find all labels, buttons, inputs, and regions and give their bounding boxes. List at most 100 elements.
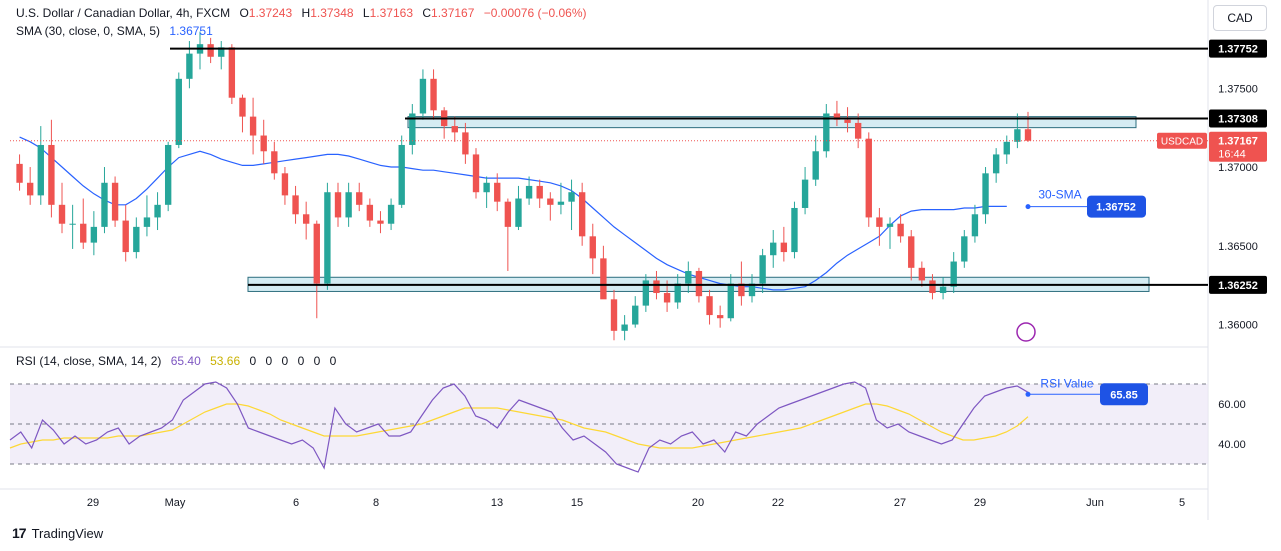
candle-body[interactable] <box>58 204 66 224</box>
candle-body[interactable] <box>281 173 289 196</box>
candle-body[interactable] <box>801 179 809 208</box>
symbol-title[interactable]: U.S. Dollar / Canadian Dollar, 4h, FXCM <box>16 6 231 20</box>
candle-body[interactable] <box>26 182 34 196</box>
candle-body[interactable] <box>770 242 777 256</box>
candle-body[interactable] <box>313 223 320 284</box>
candle-body[interactable] <box>589 236 596 259</box>
candle-body[interactable] <box>504 201 512 227</box>
candle-body[interactable] <box>1003 141 1010 155</box>
candle-body[interactable] <box>387 204 395 224</box>
candle-body[interactable] <box>37 144 44 196</box>
candle-body[interactable] <box>525 185 533 199</box>
candle-body[interactable] <box>992 154 1000 174</box>
candle-body[interactable] <box>207 44 214 57</box>
candle-body[interactable] <box>950 261 957 287</box>
candle-body[interactable] <box>961 236 968 262</box>
candle-body[interactable] <box>1014 129 1021 142</box>
sma-30-line[interactable] <box>19 136 1007 291</box>
sma-legend[interactable]: SMA (30, close, 0, SMA, 5) 1.36751 <box>16 24 219 38</box>
candle-body[interactable] <box>897 223 904 237</box>
candle-body[interactable] <box>1024 129 1032 141</box>
support-resistance-zone[interactable] <box>407 116 1137 129</box>
candle-body[interactable] <box>271 151 278 174</box>
candle-body[interactable] <box>610 299 618 331</box>
candle-body[interactable] <box>653 280 660 294</box>
candle-body[interactable] <box>80 223 87 243</box>
candle-body[interactable] <box>547 198 554 205</box>
candle-body[interactable] <box>600 258 607 300</box>
candle-body[interactable] <box>302 214 310 224</box>
candle-body[interactable] <box>260 135 267 152</box>
rsi-value-badge[interactable] <box>1100 383 1148 406</box>
candle-body[interactable] <box>695 270 703 297</box>
candle-body[interactable] <box>143 217 151 227</box>
candle-body[interactable] <box>133 226 140 253</box>
candle-body[interactable] <box>536 185 543 199</box>
candle-body[interactable] <box>398 144 405 205</box>
candle-body[interactable] <box>430 78 437 111</box>
candle-body[interactable] <box>823 113 830 152</box>
candle-body[interactable] <box>228 47 236 98</box>
alert-icon[interactable] <box>1016 322 1036 342</box>
candle-body[interactable] <box>706 296 713 316</box>
candle-body[interactable] <box>249 116 257 136</box>
candle-body[interactable] <box>334 192 342 218</box>
candle-body[interactable] <box>748 283 756 297</box>
candle-body[interactable] <box>929 280 936 294</box>
candle-body[interactable] <box>738 283 745 297</box>
candle-body[interactable] <box>472 154 480 193</box>
candle-body[interactable] <box>557 201 565 205</box>
candle-body[interactable] <box>759 255 766 284</box>
candle-body[interactable] <box>419 78 427 114</box>
candle-body[interactable] <box>568 192 575 202</box>
candle-body[interactable] <box>844 119 851 123</box>
candle-body[interactable] <box>324 192 331 284</box>
candle-body[interactable] <box>663 293 671 303</box>
candle-body[interactable] <box>854 122 862 139</box>
rsi-ma-line[interactable] <box>9 403 1029 449</box>
candle-body[interactable] <box>939 286 947 294</box>
candle-body[interactable] <box>90 226 98 243</box>
candle-body[interactable] <box>292 195 299 215</box>
currency-button[interactable]: CAD <box>1213 5 1267 31</box>
rsi-legend[interactable]: RSI (14, close, SMA, 14, 2) 65.40 53.66 … <box>16 354 342 368</box>
candle-body[interactable] <box>621 324 628 331</box>
candle-body[interactable] <box>69 223 76 225</box>
candle-body[interactable] <box>164 144 172 205</box>
candle-body[interactable] <box>101 182 108 227</box>
candle-body[interactable] <box>908 236 915 268</box>
candle-body[interactable] <box>483 182 490 193</box>
rsi-line[interactable] <box>9 381 1029 473</box>
candle-body[interactable] <box>865 138 872 218</box>
candle-body[interactable] <box>345 192 352 218</box>
candle-body[interactable] <box>515 198 522 227</box>
sma-value-badge[interactable] <box>1087 195 1146 218</box>
candle-body[interactable] <box>833 113 841 120</box>
candle-body[interactable] <box>632 305 639 325</box>
candle-body[interactable] <box>685 270 692 284</box>
candle-body[interactable] <box>409 113 416 145</box>
candle-body[interactable] <box>791 207 798 253</box>
candle-body[interactable] <box>122 220 129 253</box>
candle-body[interactable] <box>727 283 734 319</box>
candle-body[interactable] <box>451 126 458 133</box>
candle-body[interactable] <box>982 173 989 215</box>
candle-body[interactable] <box>366 204 374 221</box>
candle-body[interactable] <box>971 214 979 237</box>
candle-body[interactable] <box>716 315 724 319</box>
candle-body[interactable] <box>642 280 650 306</box>
candle-body[interactable] <box>918 267 926 281</box>
candle-body[interactable] <box>16 163 23 183</box>
candle-body[interactable] <box>812 151 819 180</box>
candle-body[interactable] <box>111 182 119 221</box>
candle-body[interactable] <box>186 53 193 79</box>
candle-body[interactable] <box>48 144 55 205</box>
tradingview-logo[interactable]: 17 TradingView <box>12 525 103 541</box>
candle-body[interactable] <box>154 204 161 218</box>
candle-body[interactable] <box>377 220 384 224</box>
candle-body[interactable] <box>674 283 681 303</box>
candle-body[interactable] <box>578 192 586 237</box>
candle-body[interactable] <box>886 223 894 227</box>
candle-body[interactable] <box>239 97 246 117</box>
